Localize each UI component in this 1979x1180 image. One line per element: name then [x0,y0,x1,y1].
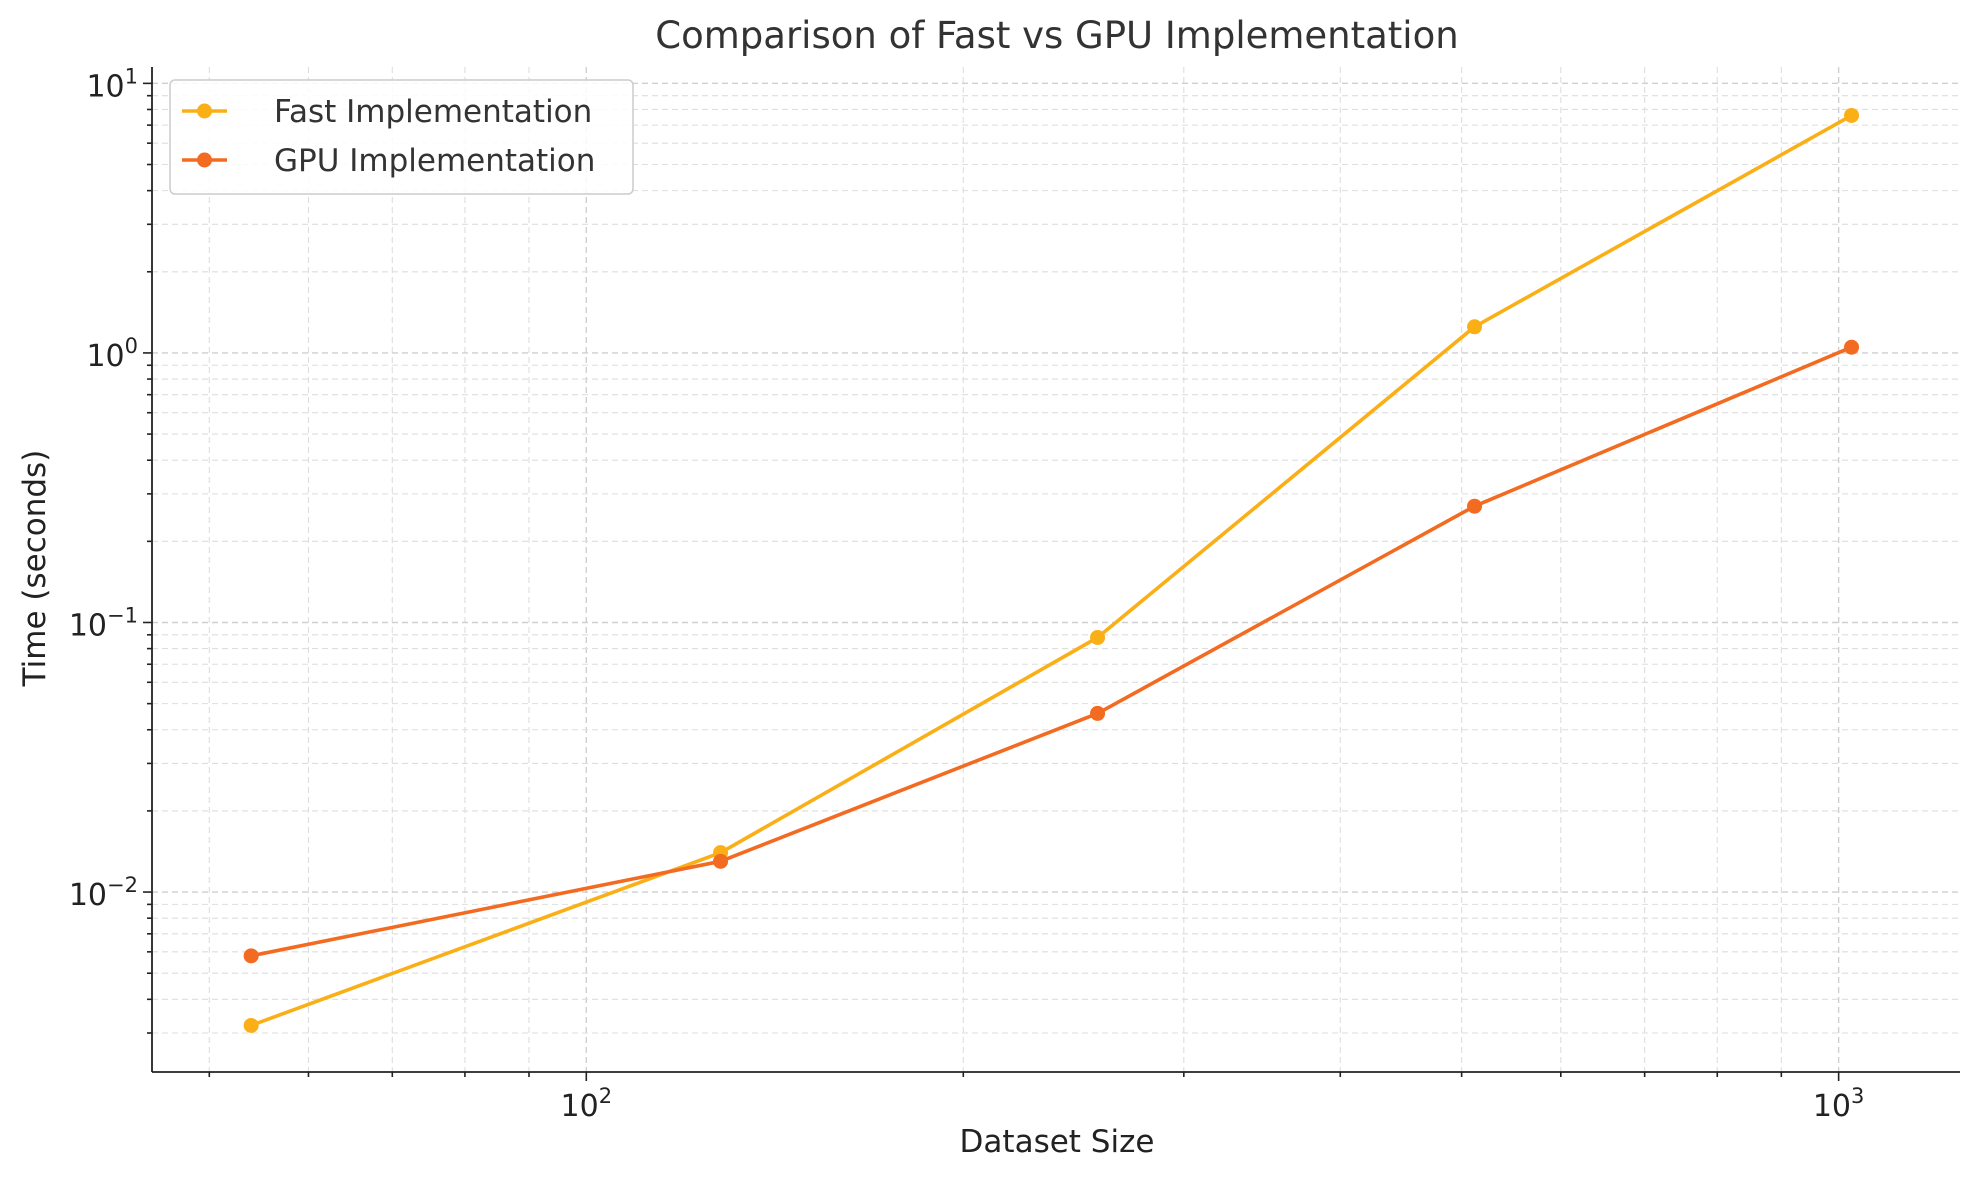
series-line-0 [249,113,1854,1028]
data-point [1090,629,1106,645]
x-tick-label: 103 [1813,1084,1865,1124]
data-point [1090,705,1106,721]
x-axis-label: Dataset Size [960,1124,1155,1160]
x-tick-label: 102 [561,1084,613,1124]
data-point [1467,498,1483,514]
legend-box [169,79,634,195]
series-lines [243,107,1860,1033]
legend-label: Fast Implementation [274,94,592,130]
legend-marker [197,103,212,119]
y-tick-label: 10−2 [69,873,138,913]
data-point [713,853,729,869]
y-tick-label: 101 [86,64,138,104]
legend-label: GPU Implementation [274,143,595,179]
data-point [243,1017,259,1033]
y-axis-label: Time (seconds) [17,450,53,688]
series-line-1 [249,345,1854,958]
data-point [1844,339,1860,355]
legend-marker [197,152,212,168]
data-point [243,948,259,964]
tick-labels: 102 103 10−2 10−1 100 101 [69,64,1865,1124]
legend: Fast Implementation GPU Implementation [169,79,634,195]
y-tick-label: 100 [86,334,138,374]
data-point [1467,319,1483,335]
chart-title: Comparison of Fast vs GPU Implementation [655,14,1458,57]
y-tick-label: 10−1 [69,603,138,643]
data-point [1844,107,1860,123]
axes [143,67,1960,1081]
